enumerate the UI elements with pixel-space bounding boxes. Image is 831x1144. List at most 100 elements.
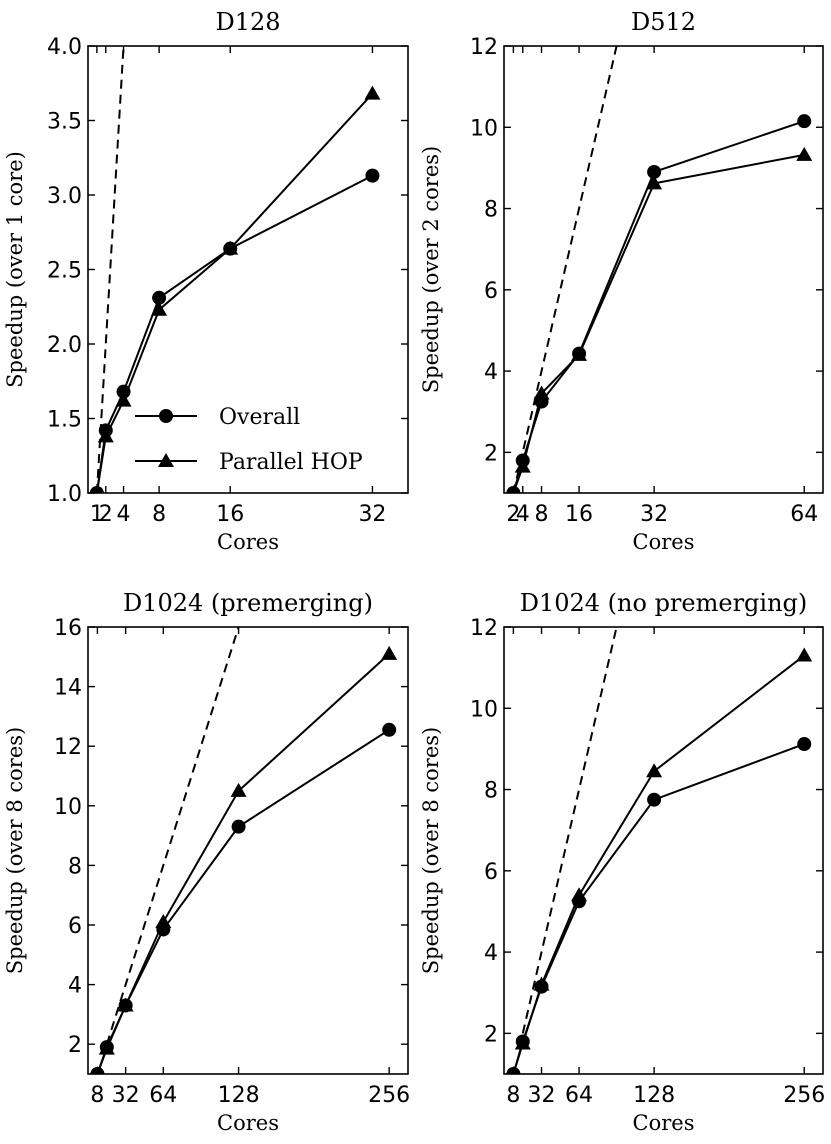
x-tick-label: 64	[149, 1083, 177, 1108]
plot-area	[506, 46, 813, 493]
data-point-parallel-hop	[364, 85, 381, 100]
x-tick-label: 32	[358, 502, 386, 527]
y-tick-label: 3.0	[47, 184, 82, 209]
y-axis-label: Speedup (over 2 cores)	[419, 146, 443, 394]
data-point-overall	[231, 819, 246, 834]
series-line-parallel-hop	[96, 653, 390, 1074]
data-point-parallel-hop	[571, 887, 588, 902]
data-point-parallel-hop	[117, 997, 134, 1012]
legend-label-overall: Overall	[219, 405, 300, 430]
y-tick-label: 8	[68, 854, 82, 879]
plot-area	[89, 46, 381, 493]
x-tick-label: 8	[535, 502, 549, 527]
y-tick-label: 10	[54, 795, 82, 820]
data-point-parallel-hop	[533, 976, 550, 991]
data-point-overall	[797, 114, 812, 129]
y-tick-label: 12	[54, 735, 82, 760]
plot-area	[506, 627, 813, 1074]
y-tick-label: 6	[68, 914, 82, 939]
x-tick-label: 32	[112, 1083, 140, 1108]
data-point-parallel-hop	[230, 782, 247, 797]
y-tick-label: 4	[484, 941, 498, 966]
panel-d128: 12 4 8 16 32 1.0 1.5 2.0 2.5 3.0 3.5 4.0 D128 Cores Sp…	[3, 8, 409, 554]
y-tick-label: 4.0	[47, 35, 82, 60]
x-tick-label: 64	[790, 502, 818, 527]
data-point-overall	[382, 722, 397, 737]
data-point-parallel-hop	[155, 914, 172, 929]
plot-frame	[503, 626, 824, 1075]
data-point-parallel-hop	[646, 175, 663, 190]
legend-marker-overall	[159, 409, 173, 423]
data-point-overall	[116, 384, 131, 399]
ideal-speedup-line	[521, 627, 618, 1034]
data-point-overall	[152, 290, 167, 305]
x-tick-label: 64	[565, 1083, 593, 1108]
data-point-overall	[647, 792, 662, 807]
data-point-overall	[365, 168, 380, 183]
x-tick-label: 16	[565, 502, 593, 527]
y-axis-label: Speedup (over 8 cores)	[419, 727, 443, 975]
y-tick-label: 6	[484, 279, 498, 304]
chart-title: D1024 (no premerging)	[520, 589, 808, 617]
x-tick-label: 32	[528, 1083, 556, 1108]
x-tick-label: 256	[783, 1083, 825, 1108]
chart-title: D1024 (premerging)	[123, 589, 373, 617]
data-point-overall	[797, 737, 812, 752]
x-tick-label: 8	[506, 1083, 520, 1108]
x-axis-label: Cores	[633, 1111, 695, 1135]
y-tick-label: 4	[484, 360, 498, 385]
y-tick-label: 12	[470, 616, 498, 641]
x-axis-label: Cores	[217, 1111, 279, 1135]
data-point-parallel-hop	[151, 301, 168, 316]
x-tick-label: 32	[640, 502, 668, 527]
legend: Overall Parallel HOP	[135, 405, 363, 475]
series-line-parallel-hop	[95, 93, 374, 493]
series-line-parallel-hop	[512, 654, 805, 1074]
data-point-overall	[647, 164, 662, 179]
x-axis-label: Cores	[217, 530, 279, 554]
y-tick-label: 2.0	[47, 333, 82, 358]
x-tick-label: 256	[368, 1083, 410, 1108]
legend-label-parallel-hop: Parallel HOP	[219, 450, 363, 475]
y-axis-label: Speedup (over 1 core)	[3, 151, 27, 388]
x-tick-label: 8	[90, 1083, 104, 1108]
y-axis-label: Speedup (over 8 cores)	[3, 727, 27, 975]
y-tick-label: 10	[470, 697, 498, 722]
legend-marker-parallel-hop	[158, 453, 174, 467]
data-point-parallel-hop	[646, 763, 663, 778]
y-tick-label: 2	[484, 441, 498, 466]
ideal-speedup-line	[105, 627, 240, 1045]
y-tick-label: 12	[470, 35, 498, 60]
y-tick-label: 2.5	[47, 259, 82, 284]
plot-frame	[503, 45, 824, 494]
x-axis-label: Cores	[633, 530, 695, 554]
data-point-parallel-hop	[381, 645, 398, 660]
panel-d1024-no-premerging: 8 32 64 128 256 2 4 6 8 10 12 D1024 (no premerging)…	[419, 589, 825, 1135]
x-tick-label: 4	[117, 502, 131, 527]
y-tick-label: 8	[484, 779, 498, 804]
data-point-parallel-hop	[514, 458, 531, 473]
x-tick-label: 128	[633, 1083, 675, 1108]
y-tick-label: 2	[68, 1033, 82, 1058]
data-point-parallel-hop	[796, 146, 813, 161]
x-tick-label: 16	[216, 502, 244, 527]
chart-title: D512	[631, 8, 696, 36]
series-line-overall	[95, 174, 373, 493]
plot-area	[90, 627, 398, 1074]
y-tick-label: 14	[54, 676, 82, 701]
y-tick-label: 8	[484, 198, 498, 223]
y-tick-label: 6	[484, 860, 498, 885]
y-tick-label: 1.0	[47, 482, 82, 507]
data-point-parallel-hop	[796, 647, 813, 662]
data-point-parallel-hop	[571, 346, 588, 361]
y-tick-label: 16	[54, 616, 82, 641]
x-tick-label: 128	[218, 1083, 260, 1108]
x-tick-label: 2	[506, 502, 520, 527]
y-tick-label: 10	[470, 116, 498, 141]
x-tick-label: 4	[516, 502, 530, 527]
y-tick-label: 2	[484, 1022, 498, 1047]
series-line-overall	[512, 743, 805, 1074]
series-line-overall	[96, 728, 390, 1074]
